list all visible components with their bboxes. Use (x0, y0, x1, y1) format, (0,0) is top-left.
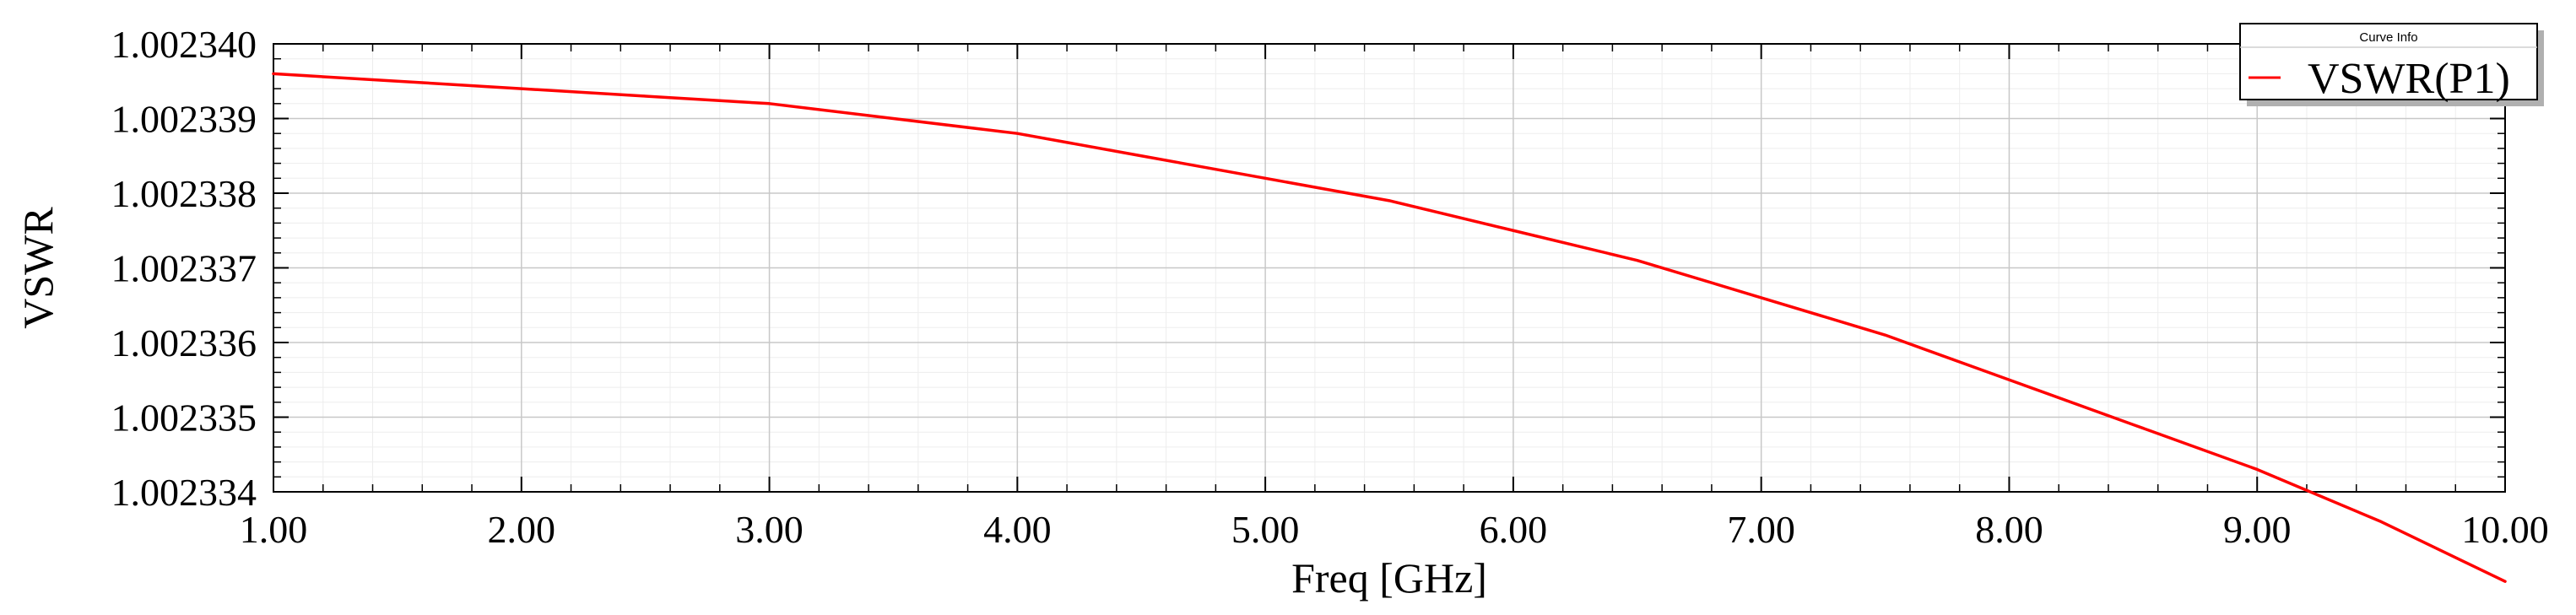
y-axis-title: VSWR (14, 207, 62, 329)
legend-box (2239, 23, 2538, 100)
x-tick-label: 4.00 (983, 508, 1052, 551)
major-grid (273, 44, 2505, 492)
x-tick-label: 10.00 (2461, 508, 2549, 551)
x-tick-labels: 1.00 2.00 3.00 4.00 5.00 6.00 7.00 8.00 9.00 10.0… (240, 508, 2549, 551)
x-axis-title: Freq [GHz] (1291, 554, 1487, 602)
y-tick-label: 1.002336 (111, 321, 257, 364)
x-tick-label: 8.00 (1975, 508, 2043, 551)
legend-entry-vswr-p1: VSWR(P1) (2308, 55, 2510, 103)
y-tick-label: 1.002335 (111, 397, 257, 440)
y-tick-label: 1.002340 (111, 23, 257, 66)
x-tick-label: 6.00 (1480, 508, 1548, 551)
legend-title: Curve Info (2359, 30, 2417, 45)
x-tick-label: 9.00 (2223, 508, 2292, 551)
series-group (272, 72, 2507, 583)
x-tick-label: 3.00 (735, 508, 804, 551)
y-tick-labels: 1.002334 1.002335 1.002336 1.002337 1.002338… (111, 23, 257, 514)
legend[interactable]: Curve Info VSWR(P1) (2239, 23, 2544, 106)
y-tick-label: 1.002338 (111, 172, 257, 215)
y-tick-label: 1.002334 (111, 471, 257, 514)
series-line-0 (272, 72, 2507, 583)
x-tick-label: 7.00 (1727, 508, 1795, 551)
x-tick-label: 2.00 (488, 508, 556, 551)
y-tick-label: 1.002339 (111, 98, 257, 141)
x-tick-label: 5.00 (1231, 508, 1300, 551)
x-tick-label: 1.00 (240, 508, 308, 551)
y-tick-label: 1.002337 (111, 247, 257, 290)
